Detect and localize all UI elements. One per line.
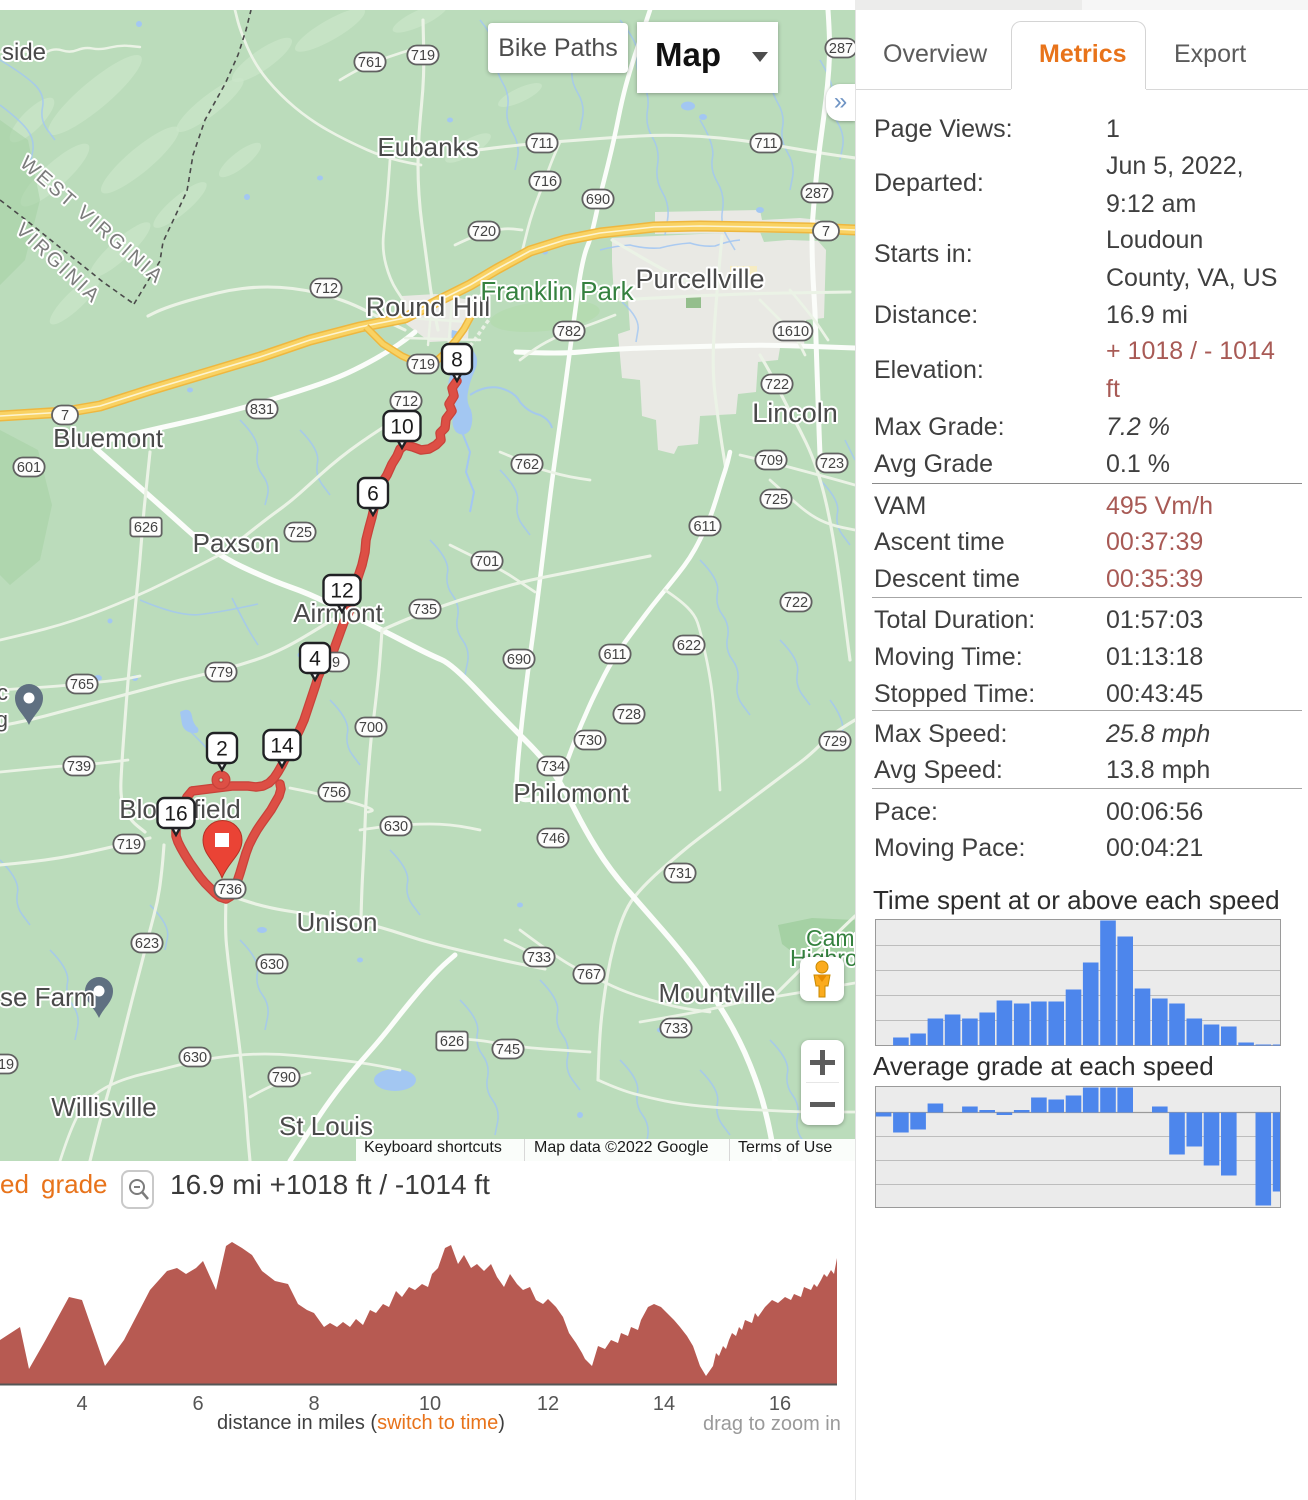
svg-text:701: 701 (475, 554, 499, 570)
svg-text:756: 756 (322, 785, 346, 801)
svg-text:Camp: Camp (806, 925, 855, 951)
svg-text:733: 733 (527, 950, 551, 966)
svg-text:790: 790 (272, 1070, 296, 1086)
svg-text:7: 7 (61, 408, 69, 424)
svg-text:16: 16 (769, 1393, 791, 1415)
svg-text:728: 728 (617, 707, 641, 723)
svg-text:2: 2 (216, 738, 228, 761)
svg-text:630: 630 (384, 819, 408, 835)
svg-text:4: 4 (76, 1393, 87, 1415)
svg-text:782: 782 (557, 324, 581, 340)
svg-text:720: 720 (472, 224, 496, 240)
svg-text:Lincoln: Lincoln (752, 398, 838, 428)
svg-text:Purcellville: Purcellville (635, 264, 764, 294)
svg-text:690: 690 (586, 192, 610, 208)
svg-text:14: 14 (270, 735, 294, 758)
svg-text:14: 14 (653, 1393, 675, 1415)
svg-text:Bluemont: Bluemont (53, 423, 164, 453)
svg-text:729: 729 (823, 734, 847, 750)
svg-text:711: 711 (530, 136, 553, 152)
svg-text:Unison: Unison (297, 907, 378, 937)
svg-text:626: 626 (440, 1034, 464, 1050)
svg-text:765: 765 (70, 677, 94, 693)
svg-text:16: 16 (164, 803, 187, 826)
svg-text:767: 767 (577, 967, 601, 983)
svg-text:side: side (2, 39, 46, 66)
svg-text:730: 730 (578, 733, 602, 749)
svg-text:626: 626 (134, 520, 158, 536)
svg-text:711: 711 (754, 136, 777, 152)
svg-text:Paxson: Paxson (193, 528, 280, 558)
svg-text:722: 722 (784, 595, 808, 611)
svg-text:723: 723 (820, 456, 844, 472)
svg-text:746: 746 (541, 831, 565, 847)
svg-text:8: 8 (451, 349, 463, 372)
svg-text:712: 712 (394, 394, 418, 410)
svg-text:se Farm: se Farm (0, 982, 95, 1012)
svg-text:630: 630 (183, 1050, 207, 1066)
svg-text:10: 10 (419, 1393, 441, 1415)
svg-text:736: 736 (218, 882, 242, 898)
svg-text:611: 611 (603, 647, 626, 663)
svg-text:761: 761 (358, 55, 382, 71)
svg-text:623: 623 (135, 936, 159, 952)
svg-text:719: 719 (117, 837, 141, 853)
svg-text:712: 712 (314, 281, 338, 297)
svg-text:10: 10 (390, 416, 413, 439)
svg-text:7: 7 (822, 224, 830, 240)
svg-text:601: 601 (17, 460, 41, 476)
svg-text:287: 287 (829, 41, 853, 57)
svg-text:734: 734 (541, 759, 565, 775)
svg-text:719: 719 (0, 1057, 14, 1073)
svg-text:739: 739 (67, 759, 91, 775)
svg-text:Willisville: Willisville (51, 1092, 156, 1122)
svg-text:762: 762 (515, 457, 539, 473)
svg-text:287: 287 (805, 186, 829, 202)
svg-text:709: 709 (759, 453, 783, 469)
svg-text:745: 745 (496, 1042, 520, 1058)
svg-text:12: 12 (537, 1393, 559, 1415)
svg-text:12: 12 (330, 580, 353, 603)
svg-text:Mountville: Mountville (658, 978, 775, 1008)
svg-text:8: 8 (308, 1393, 319, 1415)
svg-text:6: 6 (192, 1393, 203, 1415)
svg-text:622: 622 (677, 638, 701, 654)
svg-text:725: 725 (288, 525, 312, 541)
svg-text:630: 630 (260, 957, 284, 973)
svg-text:716: 716 (533, 174, 557, 190)
svg-text:1610: 1610 (777, 324, 809, 340)
svg-text:831: 831 (250, 402, 274, 418)
svg-text:Philomont: Philomont (513, 778, 629, 808)
svg-text:9: 9 (332, 655, 340, 671)
svg-text:733: 733 (664, 1021, 688, 1037)
svg-text:g: g (0, 707, 8, 732)
svg-text:700: 700 (359, 720, 383, 736)
svg-text:Eubanks: Eubanks (377, 132, 478, 162)
svg-text:Franklin Park: Franklin Park (480, 276, 634, 306)
svg-text:731: 731 (668, 866, 692, 882)
svg-text:c: c (0, 680, 8, 705)
svg-text:611: 611 (693, 519, 716, 535)
svg-text:722: 722 (765, 377, 789, 393)
svg-text:Round Hill: Round Hill (366, 292, 491, 322)
svg-text:719: 719 (411, 357, 435, 373)
svg-text:St Louis: St Louis (279, 1111, 373, 1141)
svg-text:735: 735 (413, 602, 437, 618)
svg-text:4: 4 (309, 648, 321, 671)
svg-text:725: 725 (764, 492, 788, 508)
svg-text:690: 690 (507, 652, 531, 668)
svg-text:719: 719 (411, 48, 435, 64)
svg-text:6: 6 (367, 483, 379, 506)
svg-text:779: 779 (209, 665, 233, 681)
